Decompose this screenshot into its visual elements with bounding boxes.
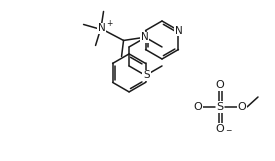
Text: N: N [175,25,182,35]
Text: O: O [238,102,246,112]
Text: O: O [194,102,202,112]
Text: O: O [216,80,224,90]
Text: S: S [143,71,150,80]
Text: S: S [216,102,224,112]
Text: −: − [225,127,231,136]
Text: N: N [141,33,149,43]
Text: O: O [216,124,224,134]
Text: +: + [106,19,113,28]
Text: N: N [98,24,105,33]
